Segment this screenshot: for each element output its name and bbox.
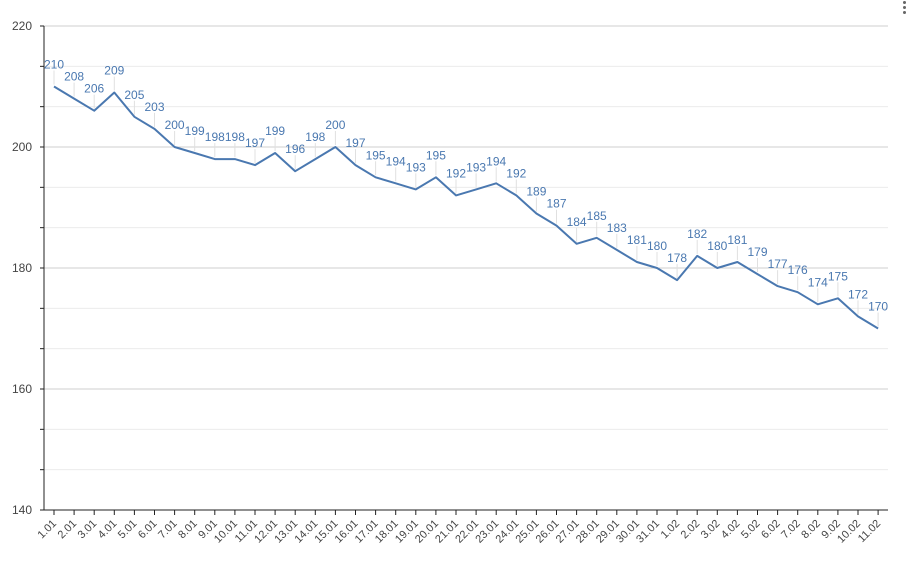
data-label: 187 [546, 197, 566, 211]
data-label: 195 [366, 148, 386, 162]
y-tick-label: 160 [12, 382, 32, 396]
x-tick-label: 10.02 [835, 518, 863, 546]
x-tick-label: 8.01 [176, 518, 200, 542]
data-label: 194 [386, 154, 406, 168]
data-label: 200 [325, 118, 345, 132]
data-label: 194 [486, 154, 506, 168]
x-tick-label: 6.01 [136, 518, 160, 542]
data-label: 192 [506, 166, 526, 180]
data-label: 206 [84, 82, 104, 96]
y-tick-label: 180 [12, 261, 32, 275]
y-tick-labels: 140 160 180 200 220 [12, 19, 32, 517]
data-label: 184 [567, 215, 587, 229]
chart-menu-button[interactable] [900, 0, 908, 18]
data-label: 210 [44, 58, 64, 72]
x-tick-label: 1.01 [35, 518, 59, 542]
x-tick-label: 4.01 [96, 518, 120, 542]
data-label: 181 [727, 233, 747, 247]
data-label: 176 [788, 263, 808, 277]
data-label: 205 [124, 88, 144, 102]
data-label: 199 [185, 124, 205, 138]
series-line [53, 85, 879, 330]
data-label: 179 [747, 245, 767, 259]
data-label: 181 [627, 233, 647, 247]
data-label: 172 [848, 287, 868, 301]
x-tick-label: 3.01 [76, 518, 100, 542]
data-label: 182 [687, 227, 707, 241]
data-label: 185 [587, 209, 607, 223]
x-tick-label: 11.02 [856, 518, 883, 545]
x-tick-label: 2.01 [56, 518, 80, 542]
y-tick-label: 140 [12, 503, 32, 517]
data-label: 199 [265, 124, 285, 138]
data-label: 189 [526, 185, 546, 199]
data-label: 193 [406, 160, 426, 174]
data-label: 193 [466, 160, 486, 174]
major-gridlines [44, 25, 888, 511]
x-tick-label: 6.02 [759, 518, 783, 542]
data-label: 209 [104, 64, 124, 78]
x-tick-label: 7.02 [779, 518, 803, 542]
data-label: 197 [345, 136, 365, 150]
x-tick-label: 1.02 [659, 518, 683, 542]
data-label: 192 [446, 166, 466, 180]
data-label: 183 [607, 221, 627, 235]
x-tick-labels: 1.012.013.014.015.016.017.018.019.0110.0… [35, 518, 883, 546]
x-tick-label: 8.02 [799, 518, 823, 542]
data-label: 198 [225, 130, 245, 144]
y-tick-label: 200 [12, 140, 32, 154]
data-label: 197 [245, 136, 265, 150]
x-tick-label: 10.01 [212, 518, 240, 546]
data-label: 198 [205, 130, 225, 144]
x-tick-label: 7.01 [156, 518, 180, 542]
data-label: 174 [808, 275, 828, 289]
data-label: 180 [707, 239, 727, 253]
data-label: 180 [647, 239, 667, 253]
data-label: 170 [868, 300, 888, 314]
x-tick-label: 5.02 [739, 518, 763, 542]
data-label: 178 [667, 251, 687, 265]
x-tick-label: 3.02 [699, 518, 723, 542]
data-label: 200 [165, 118, 185, 132]
x-tick-label: 4.02 [719, 518, 743, 542]
x-tick-label: 31.01 [634, 518, 662, 546]
data-label: 175 [828, 269, 848, 283]
x-tick-label: 5.01 [116, 518, 140, 542]
data-label: 196 [285, 142, 305, 156]
data-label: 195 [426, 148, 446, 162]
x-tick-label: 2.02 [679, 518, 703, 542]
data-label: 203 [144, 100, 164, 114]
series-group [53, 85, 879, 330]
data-label: 177 [768, 257, 788, 271]
vertical-dots-icon [900, 1, 908, 14]
axes [40, 25, 888, 515]
y-tick-label: 220 [12, 19, 32, 33]
data-label: 208 [64, 70, 84, 84]
data-label: 198 [305, 130, 325, 144]
